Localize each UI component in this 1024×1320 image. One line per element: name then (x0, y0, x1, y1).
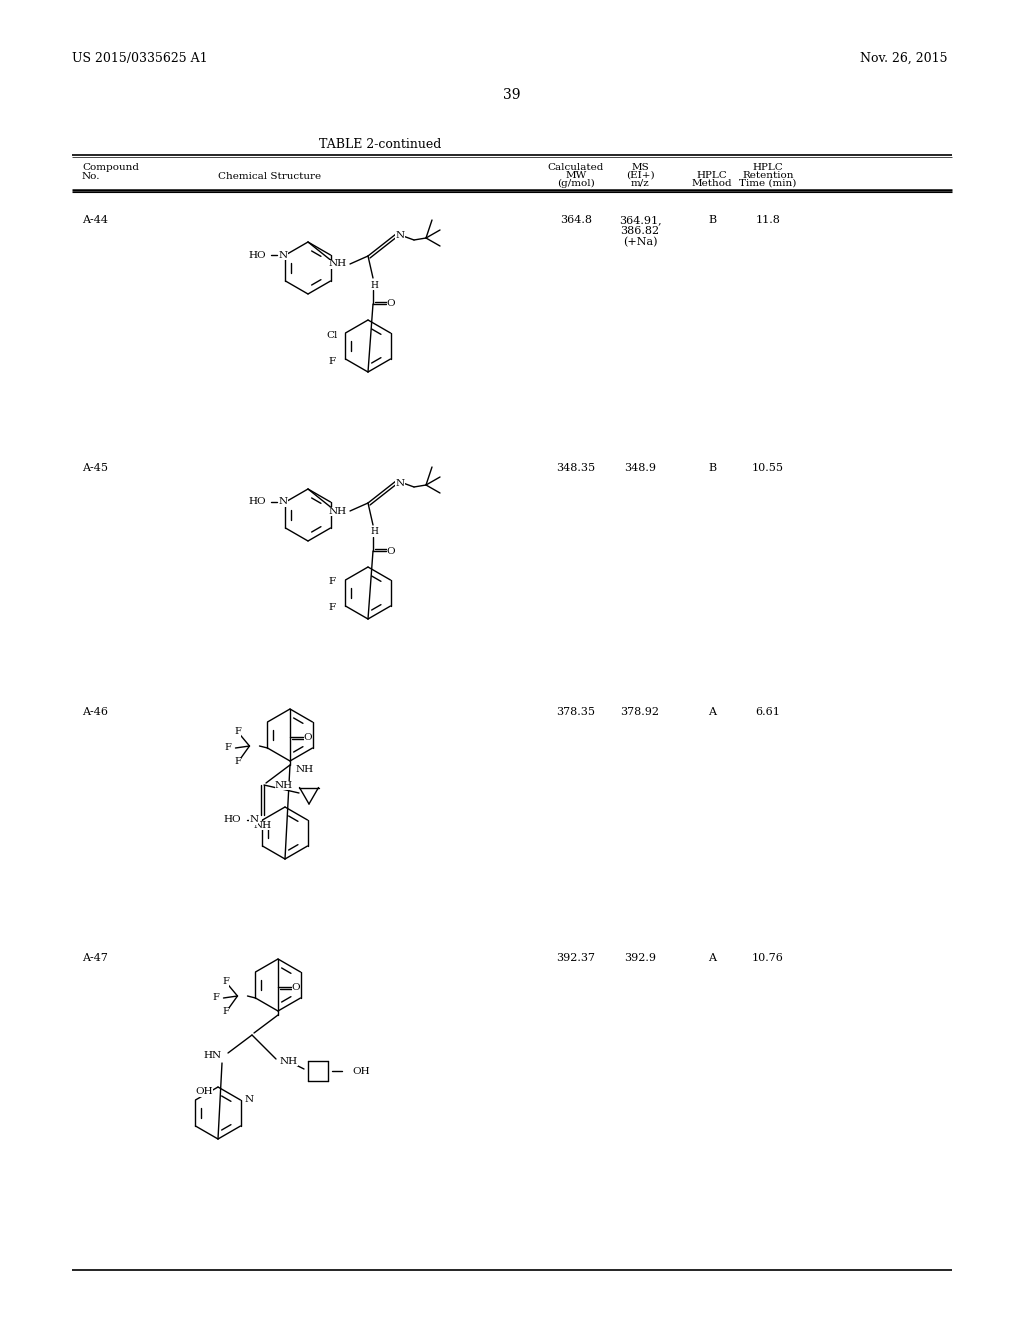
Text: N: N (245, 1096, 254, 1105)
Text: F: F (213, 994, 219, 1002)
Text: N: N (395, 479, 404, 487)
Text: HN: HN (204, 1051, 222, 1060)
Text: 378.92: 378.92 (621, 708, 659, 717)
Text: H: H (370, 528, 378, 536)
Text: 11.8: 11.8 (756, 215, 780, 224)
Text: A-46: A-46 (82, 708, 108, 717)
Text: F: F (234, 758, 241, 767)
Text: Method: Method (691, 180, 732, 187)
Text: B: B (708, 215, 716, 224)
Text: (g/mol): (g/mol) (557, 180, 595, 189)
Text: Calculated: Calculated (548, 162, 604, 172)
Text: 392.9: 392.9 (624, 953, 656, 964)
Text: 10.55: 10.55 (752, 463, 784, 473)
Text: A-45: A-45 (82, 463, 108, 473)
Text: m/z: m/z (631, 180, 649, 187)
Text: (EI+): (EI+) (626, 172, 654, 180)
Text: N: N (395, 231, 404, 240)
Text: NH: NH (274, 780, 293, 789)
Text: (+Na): (+Na) (623, 238, 657, 247)
Text: N: N (279, 498, 288, 507)
Text: O: O (387, 300, 395, 309)
Text: F: F (224, 743, 231, 752)
Text: HO: HO (249, 251, 266, 260)
Text: O: O (292, 982, 300, 991)
Text: Time (min): Time (min) (739, 180, 797, 187)
Text: OH: OH (196, 1088, 213, 1097)
Text: F: F (222, 1007, 229, 1016)
Text: 6.61: 6.61 (756, 708, 780, 717)
Text: US 2015/0335625 A1: US 2015/0335625 A1 (72, 51, 208, 65)
Text: Chemical Structure: Chemical Structure (218, 172, 322, 181)
Text: MW: MW (565, 172, 587, 180)
Text: F: F (329, 356, 336, 366)
Text: Nov. 26, 2015: Nov. 26, 2015 (860, 51, 947, 65)
Text: O: O (387, 546, 395, 556)
Text: HPLC: HPLC (753, 162, 783, 172)
Text: NH: NH (296, 766, 314, 775)
Text: HPLC: HPLC (696, 172, 727, 180)
Text: F: F (222, 978, 229, 986)
Text: No.: No. (82, 172, 100, 181)
Text: OH: OH (352, 1067, 370, 1076)
Text: Retention: Retention (742, 172, 794, 180)
Text: MS: MS (631, 162, 649, 172)
Text: HO: HO (249, 498, 266, 507)
Text: NH: NH (329, 260, 347, 268)
Text: NH: NH (254, 821, 272, 829)
Text: 392.37: 392.37 (556, 953, 596, 964)
Text: Compound: Compound (82, 162, 139, 172)
Text: B: B (708, 463, 716, 473)
Text: 364.91,: 364.91, (618, 215, 662, 224)
Text: HO: HO (223, 816, 242, 825)
Text: A-44: A-44 (82, 215, 108, 224)
Text: 386.82: 386.82 (621, 226, 659, 236)
Text: Cl: Cl (326, 330, 338, 339)
Text: 10.76: 10.76 (752, 953, 784, 964)
Text: F: F (329, 578, 336, 586)
Text: 364.8: 364.8 (560, 215, 592, 224)
Text: 348.9: 348.9 (624, 463, 656, 473)
Text: O: O (304, 733, 312, 742)
Text: A-47: A-47 (82, 953, 108, 964)
Text: A: A (708, 953, 716, 964)
Text: H: H (370, 281, 378, 289)
Text: F: F (329, 603, 336, 612)
Text: NH: NH (329, 507, 347, 516)
Text: N: N (250, 816, 258, 825)
Text: 39: 39 (503, 88, 521, 102)
Text: A: A (708, 708, 716, 717)
Text: 378.35: 378.35 (556, 708, 596, 717)
Text: NH: NH (280, 1056, 298, 1065)
Text: TABLE 2-continued: TABLE 2-continued (318, 139, 441, 150)
Text: F: F (234, 727, 241, 737)
Text: N: N (279, 251, 288, 260)
Text: 348.35: 348.35 (556, 463, 596, 473)
